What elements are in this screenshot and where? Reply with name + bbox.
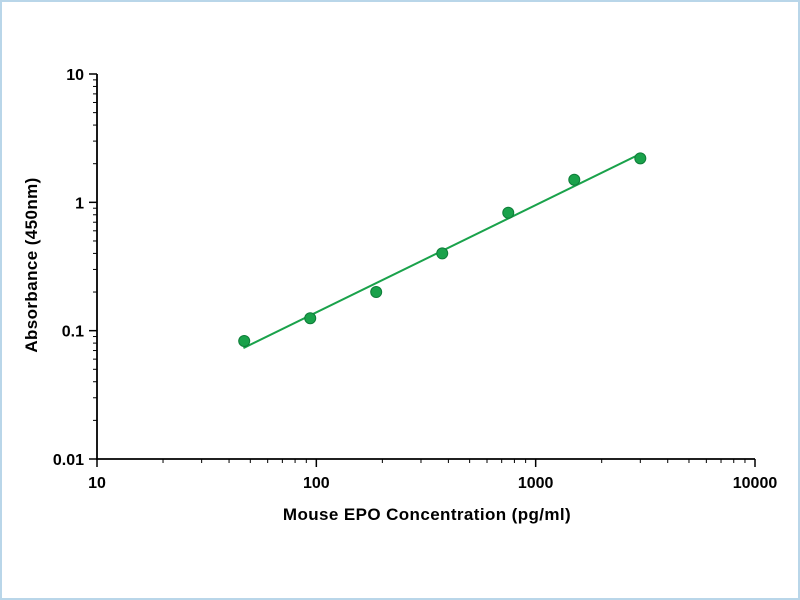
data-point	[502, 206, 515, 219]
y-axis-label: Absorbance (450nm)	[22, 177, 41, 353]
y-tick-label: 0.01	[53, 452, 84, 469]
data-point	[370, 286, 383, 299]
x-axis-label: Mouse EPO Concentration (pg/ml)	[282, 505, 572, 524]
data-point	[568, 173, 581, 186]
x-tick-label: 100	[303, 475, 330, 492]
data-point	[634, 152, 647, 165]
x-tick-label: 10	[88, 475, 106, 492]
data-point	[304, 312, 317, 325]
data-point	[238, 335, 251, 348]
x-tick-label: 1000	[518, 475, 554, 492]
y-tick-label: 0.1	[62, 324, 84, 341]
data-point	[436, 247, 449, 260]
y-tick-label: 10	[66, 67, 84, 84]
y-tick-label: 1	[75, 195, 84, 212]
x-tick-label: 10000	[733, 475, 778, 492]
